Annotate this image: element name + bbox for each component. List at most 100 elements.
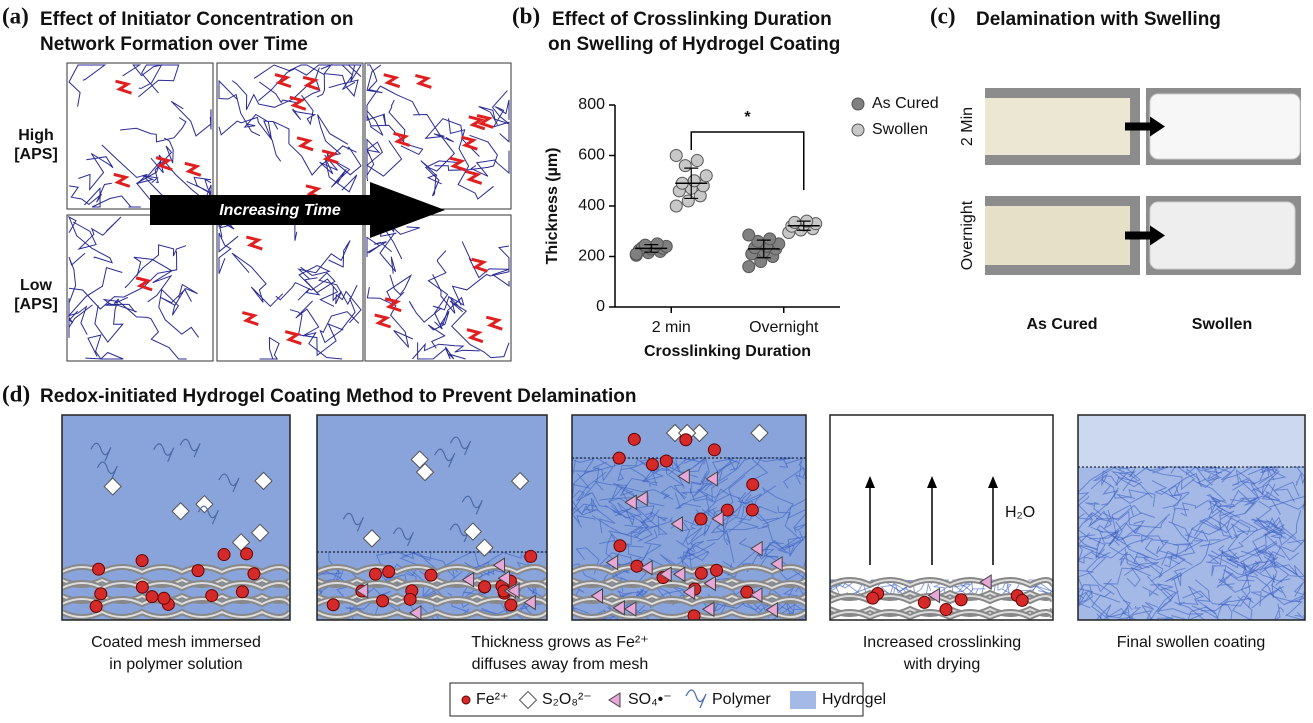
y-tick-label: 800: [578, 96, 605, 113]
caption: Thickness grows as Fe²⁺: [471, 634, 648, 651]
y-tick-label: 0: [596, 298, 605, 315]
legend-label: S₂O₈²⁻: [542, 691, 592, 708]
row-label: Overnight: [959, 200, 976, 270]
legend-marker: [852, 124, 864, 136]
fe-ion: [708, 444, 720, 456]
row-label: Low: [20, 277, 53, 294]
x-tick-label: 2 min: [652, 319, 691, 336]
caption: with drying: [903, 656, 980, 673]
hydrogel-swatch: [790, 691, 816, 709]
fe-ion: [505, 599, 517, 611]
coating: [985, 98, 1130, 155]
fe-ion: [425, 569, 437, 581]
data-point: [670, 150, 682, 162]
legend-label: Polymer: [712, 691, 771, 708]
mesh-fiber: [830, 625, 1053, 630]
fe-ion: [955, 594, 967, 606]
fe-ion: [614, 540, 626, 552]
data-point: [764, 233, 776, 245]
row-label: 2 Min: [959, 107, 976, 146]
fe-ion: [241, 548, 253, 560]
panel-title: on Swelling of Hydrogel Coating: [548, 34, 840, 55]
fe-ion: [462, 696, 470, 704]
caption: Coated mesh immersed: [91, 634, 261, 651]
caption: in polymer solution: [109, 656, 242, 673]
panel-label: (a): [2, 3, 29, 28]
caption: diffuses away from mesh: [472, 656, 649, 673]
fe-ion: [369, 568, 381, 580]
y-tick-label: 400: [578, 197, 605, 214]
fe-ion: [236, 586, 248, 598]
panel-title: Effect of Initiator Concentration on: [40, 9, 354, 30]
swollen-coating: [1150, 202, 1295, 269]
mesh-highlight: [830, 625, 1053, 630]
fe-ion: [695, 567, 707, 579]
data-point: [743, 229, 755, 241]
figure: (a) Effect of Initiator Concentration on N…: [0, 0, 1313, 723]
legend-marker: [852, 98, 864, 110]
panel-label: (c): [930, 3, 956, 28]
data-point: [670, 200, 682, 212]
data-point: [691, 155, 703, 167]
fe-ion: [90, 600, 102, 612]
panel-box: [1078, 415, 1305, 620]
y-tick-label: 200: [578, 248, 605, 265]
fe-ion: [206, 590, 218, 602]
legend-label: SO₄•⁻: [628, 691, 672, 708]
panel-label: (d): [2, 381, 30, 406]
fe-ion: [136, 581, 148, 593]
water-label: H₂O: [1005, 504, 1035, 521]
panel-title: Network Formation over Time: [40, 34, 308, 55]
panel-title: Effect of Crosslinking Duration: [552, 9, 832, 30]
fe-ion: [680, 434, 692, 446]
column-label: As Cured: [1026, 316, 1097, 333]
fe-ion: [327, 599, 339, 611]
fe-ion: [631, 560, 643, 572]
panel-title: Redox-initiated Hydrogel Coating Method …: [40, 386, 636, 407]
fe-ion: [136, 555, 148, 567]
x-tick-label: Overnight: [749, 319, 819, 336]
fe-ion: [1016, 594, 1028, 606]
data-point: [789, 216, 801, 228]
fe-ion: [479, 581, 491, 593]
network-box: [365, 63, 511, 209]
arrow-label: Increasing Time: [219, 202, 341, 219]
data-point: [679, 160, 691, 172]
fe-ion: [404, 593, 416, 605]
fe-ion: [741, 586, 753, 598]
legend-label: Hydrogel: [822, 691, 886, 708]
y-axis-title: Thickness (µm): [544, 148, 561, 265]
fe-ion: [93, 563, 105, 575]
fe-ion: [192, 565, 204, 577]
data-point: [688, 175, 700, 187]
data-point: [700, 170, 712, 182]
panel-box: [572, 415, 806, 622]
significance-star: *: [744, 109, 751, 126]
fe-ion: [377, 595, 389, 607]
legend-label: Fe²⁺: [476, 691, 508, 708]
fe-ion: [867, 592, 879, 604]
panel-label: (b): [512, 3, 540, 28]
fe-ion: [95, 588, 107, 600]
fe-ion: [628, 433, 640, 445]
x-axis-title: Crosslinking Duration: [644, 343, 811, 360]
fe-ion: [613, 452, 625, 464]
legend-label: Swollen: [872, 121, 928, 138]
fe-ion: [158, 592, 170, 604]
fe-ion: [695, 513, 707, 525]
y-tick-label: 600: [578, 147, 605, 164]
row-label: [APS]: [14, 296, 58, 313]
fe-ion: [525, 550, 537, 562]
data-point: [630, 248, 642, 260]
data-point: [743, 261, 755, 273]
fe-ion: [711, 564, 723, 576]
panel-box: [62, 415, 290, 620]
row-label: [APS]: [14, 146, 58, 163]
column-label: Swollen: [1192, 316, 1252, 333]
row-label: High: [18, 127, 54, 144]
caption: Final swollen coating: [1117, 634, 1266, 651]
fe-ion: [660, 455, 672, 467]
panel-box: [317, 415, 547, 620]
panel-box: [830, 415, 1053, 630]
data-point: [682, 195, 694, 207]
